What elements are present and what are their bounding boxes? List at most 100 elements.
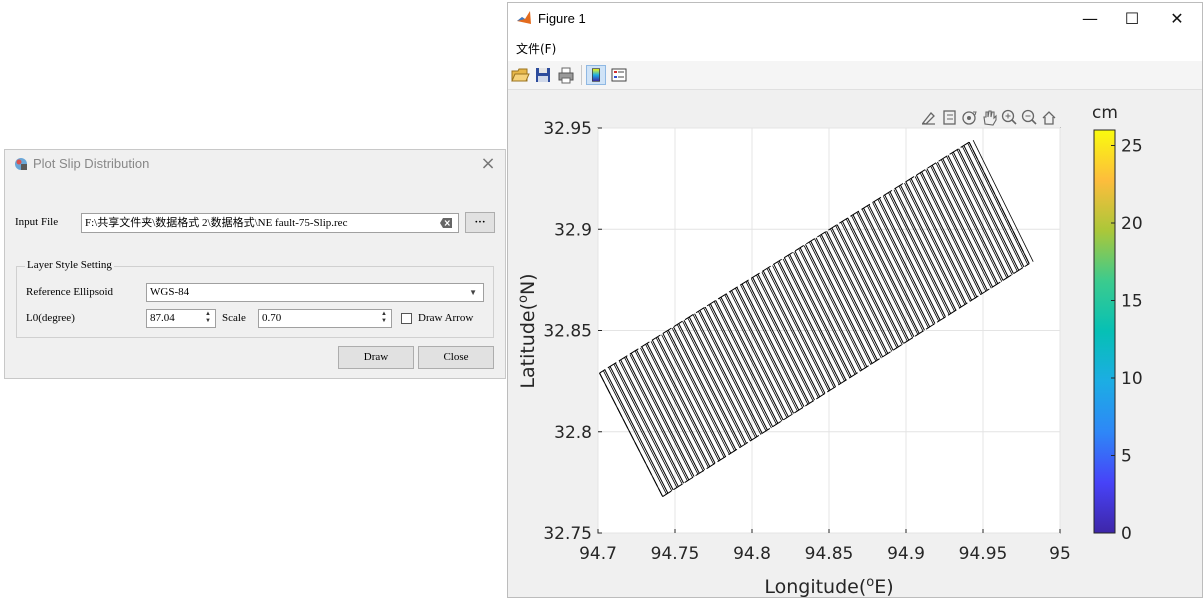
scale-spin-arrows-icon[interactable]: ▲ ▼ — [381, 311, 387, 324]
axes-toolbar — [921, 109, 1056, 126]
l0-spin-arrows-icon[interactable]: ▲ ▼ — [205, 311, 211, 324]
figure-canvas[interactable]: 94.7 94.75 94.8 94.85 94.9 94.95 95 32.7532.83… — [508, 89, 1202, 597]
slip-line — [809, 242, 872, 365]
slip-line — [609, 366, 674, 491]
zoom-in-icon[interactable] — [1001, 109, 1017, 125]
slip-line — [694, 313, 758, 437]
draw-arrow-checkbox[interactable] — [401, 313, 412, 324]
l0-spinbox[interactable]: 87.04 ▲ ▼ — [146, 309, 216, 328]
dialog-title: Plot Slip Distribution — [33, 156, 150, 171]
slip-line — [846, 219, 908, 342]
slip-line — [830, 229, 893, 352]
slip-line — [740, 285, 804, 409]
slip-line — [925, 169, 987, 292]
slip-line — [857, 211, 920, 334]
slip-line — [914, 176, 976, 299]
slip-line — [777, 262, 840, 385]
dialog-titlebar[interactable]: Plot Slip Distribution × — [5, 150, 505, 178]
colorbar-tick-label: 0 — [1121, 524, 1132, 544]
slip-line — [709, 303, 774, 427]
slip-line — [772, 265, 835, 389]
slip-line — [877, 199, 940, 322]
close-button[interactable]: Close — [418, 346, 494, 369]
home-icon[interactable] — [1042, 111, 1056, 125]
slip-line — [868, 204, 931, 328]
slip-line — [888, 192, 950, 316]
slip-line — [803, 245, 867, 369]
l0-value: 87.04 — [150, 312, 175, 324]
slip-line — [963, 145, 1025, 268]
input-file-value: F:\共享文件夹\数据格式 2\数据格式\NE fault-75-Slip.re… — [85, 217, 348, 229]
slip-line — [698, 311, 762, 435]
figure-titlebar[interactable]: Figure 1 — ☐ ✕ — [508, 3, 1202, 33]
slip-line — [942, 158, 1004, 281]
slip-line — [630, 353, 695, 477]
slip-line — [682, 321, 746, 445]
l0-label: L0(degree) — [26, 312, 75, 324]
slip-line — [715, 300, 779, 424]
slip-line — [836, 224, 899, 348]
scale-spinbox[interactable]: 0.70 ▲ ▼ — [258, 309, 392, 328]
slip-line — [878, 198, 941, 321]
input-file-field[interactable]: F:\共享文件夹\数据格式 2\数据格式\NE fault-75-Slip.re… — [81, 213, 459, 233]
rotate-icon[interactable] — [962, 111, 977, 125]
slip-line — [773, 263, 836, 387]
x-tick-label: 94.95 — [959, 544, 1008, 564]
zoom-out-icon[interactable] — [1021, 109, 1037, 125]
colorbar-toggle-icon[interactable] — [586, 65, 606, 85]
slip-line — [910, 178, 973, 301]
fault-outline-edge — [599, 372, 664, 497]
slip-line — [645, 344, 709, 469]
dialog-close-icon[interactable]: × — [480, 153, 496, 174]
slip-line — [766, 268, 830, 392]
fault-outline-edge — [599, 141, 970, 374]
browse-button[interactable]: ··· — [465, 212, 495, 233]
layer-style-group — [16, 266, 494, 338]
save-icon[interactable] — [533, 65, 553, 85]
slip-line — [820, 234, 884, 358]
slip-line — [958, 148, 1020, 271]
slip-line — [900, 184, 962, 308]
legend-toggle-icon[interactable] — [609, 65, 629, 85]
datatip-icon[interactable] — [943, 110, 956, 125]
slip-line — [688, 316, 753, 441]
slip-line — [782, 258, 846, 382]
draw-button[interactable]: Draw — [338, 346, 414, 369]
slip-line — [624, 357, 688, 482]
ellipsoid-select[interactable]: WGS-84 ▼ — [146, 283, 484, 302]
slip-line — [851, 215, 914, 339]
window-close-icon[interactable]: ✕ — [1170, 9, 1184, 28]
slip-line — [815, 237, 878, 361]
open-icon[interactable] — [510, 65, 530, 85]
y-tick-label: 32.75 — [543, 524, 592, 544]
slip-line — [703, 308, 767, 432]
slip-line — [735, 288, 798, 412]
slip-line — [641, 346, 706, 471]
slip-line — [847, 217, 910, 341]
menu-file[interactable]: 文件(F) — [516, 42, 557, 56]
slip-line — [861, 209, 924, 332]
slip-line — [677, 324, 741, 449]
slip-line — [655, 337, 720, 462]
brush-icon[interactable] — [921, 112, 935, 125]
y-tick-label: 32.8 — [554, 423, 592, 443]
minimize-icon[interactable]: — — [1082, 9, 1098, 28]
scale-value: 0.70 — [262, 312, 282, 324]
slip-line — [824, 232, 887, 356]
scale-label: Scale — [222, 312, 246, 324]
colorbar-label: cm — [1092, 103, 1118, 123]
slip-line — [952, 151, 1014, 274]
pan-icon[interactable] — [983, 110, 997, 126]
y-tick-label: 32.85 — [543, 322, 592, 342]
x-tick-label: 94.85 — [805, 544, 854, 564]
x-tick-label: 95 — [1049, 544, 1071, 564]
slip-line — [603, 370, 668, 495]
clear-icon[interactable] — [440, 218, 452, 228]
slip-line — [841, 221, 904, 344]
print-icon[interactable] — [556, 65, 576, 85]
fault-outline-edge — [662, 263, 1030, 497]
slip-line — [678, 323, 742, 447]
maximize-icon[interactable]: ☐ — [1124, 9, 1140, 28]
slip-line — [904, 182, 966, 306]
colorbar-ticks: 0 5 10 15 20 25 — [1111, 137, 1143, 544]
